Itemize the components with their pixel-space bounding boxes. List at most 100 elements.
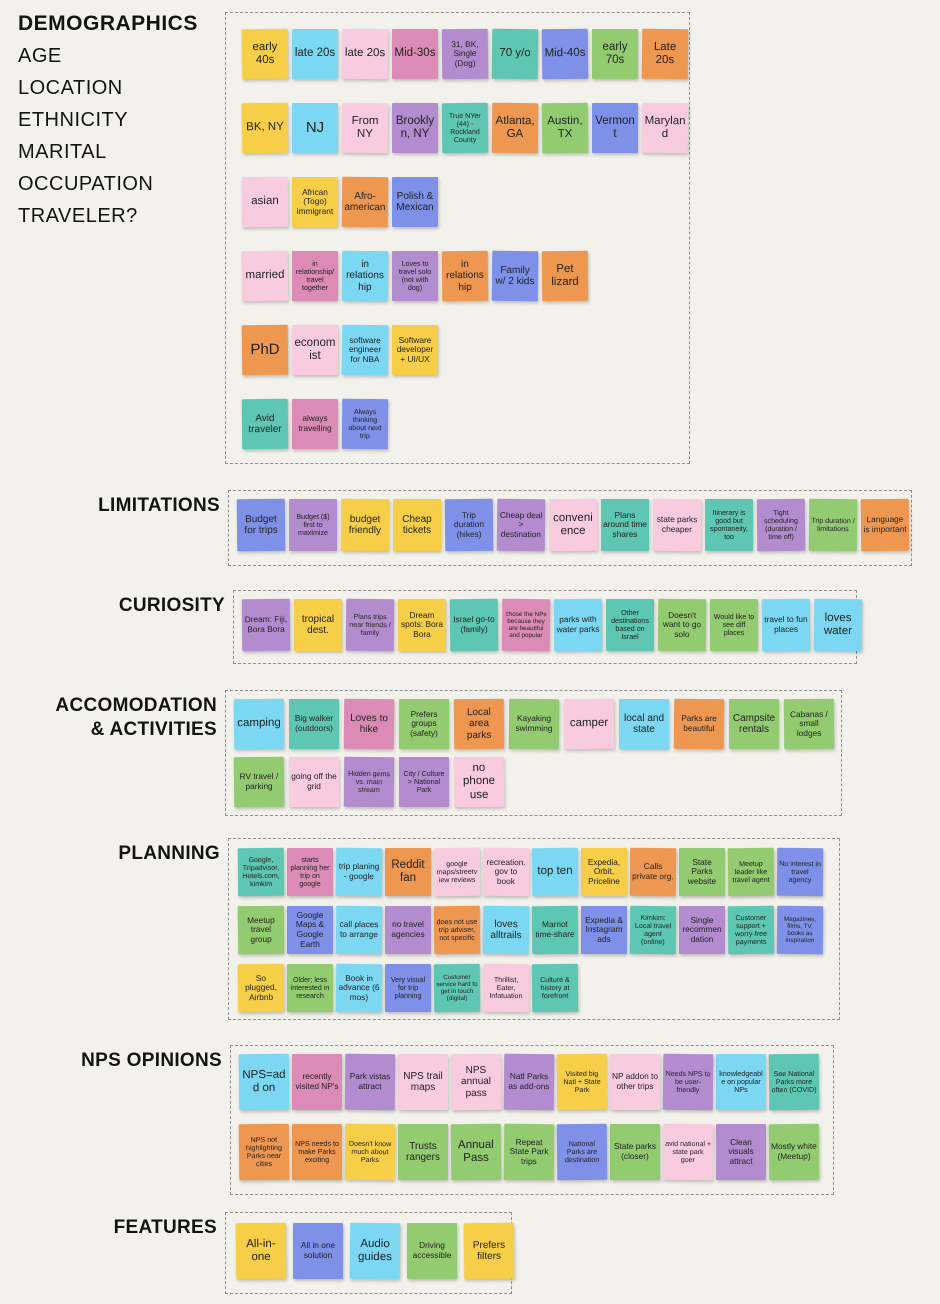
sticky-note[interactable]: Meetup travel group (237, 905, 285, 955)
sticky-note[interactable]: Clean visuals attract (716, 1124, 766, 1180)
sticky-note[interactable]: NPS=add on (238, 1053, 290, 1111)
sticky-note[interactable]: NP addon to other trips (610, 1054, 660, 1110)
sticky-note[interactable]: Marriot time-share (531, 905, 579, 955)
sticky-note[interactable]: Prefers groups (safety) (399, 699, 449, 749)
sticky-note[interactable]: Plans trips near friends / family (345, 598, 395, 652)
sticky-note[interactable]: Older; less interested in research (287, 964, 333, 1012)
sticky-note[interactable]: travel to fun places (761, 598, 811, 652)
sticky-note[interactable]: PhD (241, 324, 289, 376)
sticky-note[interactable]: avid national + state park goer (662, 1123, 714, 1181)
sticky-note[interactable]: recently visited NP's (292, 1054, 342, 1110)
sticky-note[interactable]: Other destinations based on Israel (606, 599, 654, 651)
sticky-note[interactable]: So plugged, Airbnb (237, 963, 285, 1013)
sticky-note[interactable]: loves water (813, 598, 863, 652)
sticky-note[interactable]: Vermont (592, 103, 638, 153)
sticky-note[interactable]: married (241, 250, 289, 302)
sticky-note[interactable]: Budget ($) first to maximize (289, 499, 337, 551)
sticky-note[interactable]: trip planing - google (335, 847, 383, 897)
sticky-note[interactable]: starts planning her trip on google (287, 848, 333, 896)
sticky-note[interactable]: Late 20s (641, 28, 689, 80)
sticky-note[interactable]: late 20s (341, 28, 389, 80)
sticky-note[interactable]: No interest in travel agency (776, 847, 824, 897)
sticky-note[interactable]: in relationship/ travel together (292, 251, 338, 301)
sticky-note[interactable]: budget friendly (340, 498, 390, 552)
sticky-note[interactable]: tropical dest. (294, 599, 342, 651)
sticky-note[interactable]: Would like to see diff places (710, 599, 758, 651)
sticky-note[interactable]: NPS annual pass (450, 1053, 502, 1111)
sticky-note[interactable]: Tight scheduling (duration / time off) (756, 498, 806, 552)
sticky-note[interactable]: parks with water parks (553, 598, 603, 652)
sticky-note[interactable]: Mid-40s (541, 28, 589, 80)
sticky-note[interactable]: Needs NPS to be user-friendly (662, 1053, 714, 1111)
sticky-note[interactable]: going off the grid (289, 757, 339, 807)
sticky-note[interactable]: Dream: Fiji, Bora Bora (241, 598, 291, 652)
sticky-note[interactable]: All in one solution (293, 1223, 343, 1279)
sticky-note[interactable]: Afro-american (341, 176, 389, 228)
sticky-note[interactable]: knowledgeable on popular NPs (716, 1054, 766, 1110)
sticky-note[interactable]: google maps/streetview reviews (433, 847, 481, 897)
sticky-note[interactable]: NPS not highlighting Parks near cities (238, 1123, 290, 1181)
sticky-note[interactable]: Annual Pass (450, 1123, 502, 1181)
sticky-note[interactable]: Always thinking about next trip (341, 398, 389, 450)
sticky-note[interactable]: Google, Tripadvisor, Hotels.com, kimkim (237, 847, 285, 897)
sticky-note[interactable]: top ten (531, 847, 579, 897)
sticky-note[interactable]: economist (292, 325, 338, 375)
sticky-note[interactable]: Park vistas attract (344, 1053, 396, 1111)
sticky-note[interactable]: in relationship (441, 250, 489, 302)
sticky-note[interactable]: Israel go-to (family) (449, 598, 499, 652)
sticky-note[interactable]: camper (563, 698, 615, 750)
sticky-note[interactable]: recreation.gov to book (482, 847, 530, 897)
sticky-note[interactable]: early 70s (592, 29, 638, 79)
sticky-note[interactable]: Book in advance (6 mos) (335, 963, 383, 1013)
sticky-note[interactable]: Expedia & Instagram ads (581, 906, 627, 954)
sticky-note[interactable]: See National Parks more often (COVID) (768, 1053, 820, 1111)
sticky-note[interactable]: Single recommendation (679, 906, 725, 954)
sticky-note[interactable]: NJ (292, 103, 338, 153)
sticky-note[interactable]: Mostly white (Meetup) (768, 1123, 820, 1181)
sticky-note[interactable]: NPS needs to make Parks exciting (292, 1124, 342, 1180)
sticky-note[interactable]: Driving accessible (407, 1223, 457, 1279)
sticky-note[interactable]: local and state (619, 699, 669, 749)
sticky-note[interactable]: NPS trail maps (398, 1054, 448, 1110)
sticky-note[interactable]: Natl Parks as add-ons (503, 1053, 555, 1111)
sticky-note[interactable]: True NYer (44) - Rockland County (441, 102, 489, 154)
sticky-note[interactable]: Loves to hike (343, 698, 395, 750)
sticky-note[interactable]: Customer support + worry-free payments (727, 905, 775, 955)
sticky-note[interactable]: Meetup leader like travel agent (727, 847, 775, 897)
sticky-note[interactable]: Family w/ 2 kids (491, 250, 539, 302)
sticky-note[interactable]: BK, NY (241, 102, 289, 154)
sticky-note[interactable]: Mid-30s (392, 29, 438, 79)
sticky-note[interactable]: Reddit fan (385, 848, 431, 896)
sticky-note[interactable]: Parks are beautiful (673, 698, 725, 750)
sticky-note[interactable]: Google Maps & Google Earth (287, 906, 333, 954)
sticky-note[interactable]: Trip duration / limitations (808, 498, 858, 552)
sticky-note[interactable]: National Parks are destination (556, 1123, 608, 1181)
sticky-note[interactable]: Cheap deal > destination (496, 498, 546, 552)
sticky-note[interactable]: Audio guides (349, 1222, 401, 1280)
sticky-note[interactable]: chose the NPs because they are beautiful… (501, 598, 551, 652)
sticky-note[interactable]: State Parks website (679, 848, 725, 896)
sticky-note[interactable]: Cabanas / small lodges (783, 698, 835, 750)
sticky-note[interactable]: 70 y/o (491, 28, 539, 80)
sticky-note[interactable]: Software developer + UI/UX (392, 325, 438, 375)
sticky-note[interactable]: convenience (548, 498, 598, 552)
sticky-note[interactable]: Big walker (outdoors) (289, 699, 339, 749)
sticky-note[interactable]: From NY (341, 102, 389, 154)
sticky-note[interactable]: state parks cheaper (652, 498, 702, 552)
sticky-note[interactable]: no travel agencies (385, 906, 431, 954)
sticky-note[interactable]: Culture & history at forefront (531, 963, 579, 1013)
sticky-note[interactable]: camping (233, 698, 285, 750)
sticky-note[interactable]: does not use trip adviser, not specific (433, 905, 481, 955)
sticky-note[interactable]: City / Culture > National Park (399, 757, 449, 807)
sticky-note[interactable]: Customer service hard to get in touch (d… (433, 963, 481, 1013)
sticky-note[interactable]: Budget for trips (236, 498, 286, 552)
sticky-note[interactable]: Magazines, films, TV, books as inspirati… (776, 905, 824, 955)
sticky-note[interactable]: no phone use (453, 756, 505, 808)
sticky-note[interactable]: Austin, TX (541, 102, 589, 154)
sticky-note[interactable]: Campsite rentals (729, 699, 779, 749)
sticky-note[interactable]: Repeat State Park trips (503, 1123, 555, 1181)
sticky-note[interactable]: State parks (closer) (610, 1124, 660, 1180)
sticky-note[interactable]: Kayaking swimming (508, 698, 560, 750)
sticky-note[interactable]: Thrillist, Eater, Infatuation (482, 963, 530, 1013)
sticky-note[interactable]: Visited big Natl + State Park (556, 1053, 608, 1111)
